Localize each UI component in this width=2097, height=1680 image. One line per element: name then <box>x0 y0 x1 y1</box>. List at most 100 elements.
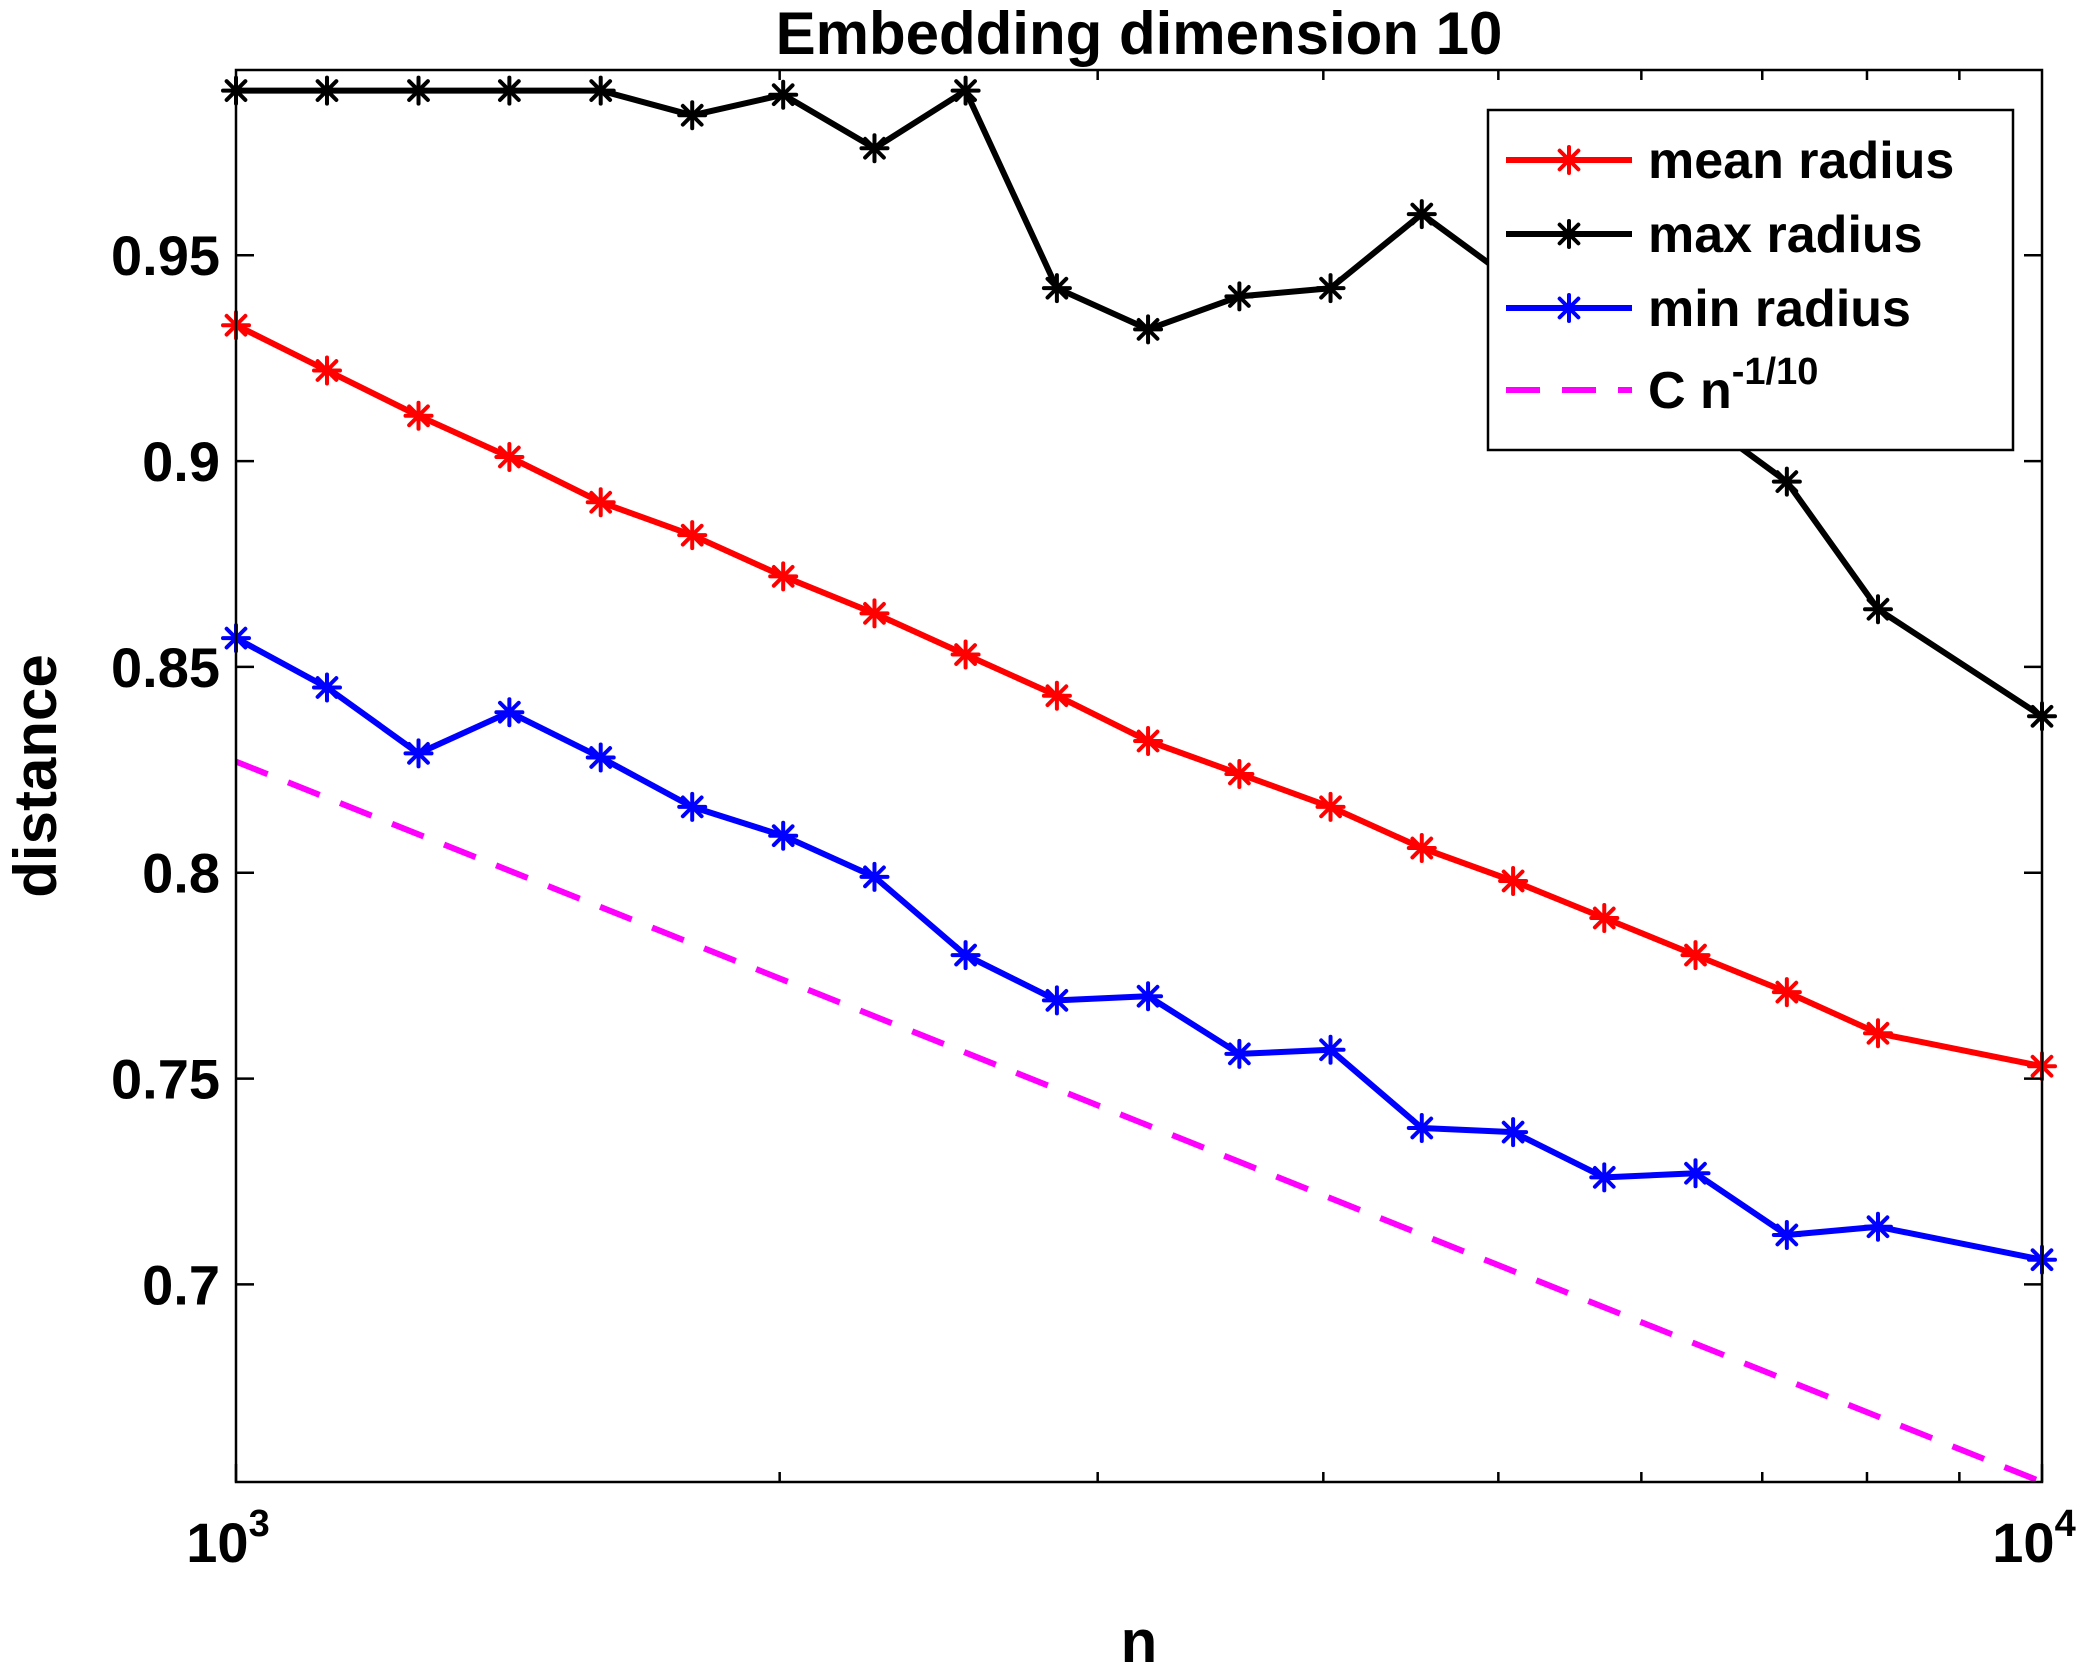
data-point <box>1589 1162 1620 1193</box>
marker-stroke <box>315 79 339 102</box>
legend-marker <box>1554 219 1584 249</box>
x-axis-label: n <box>1121 1608 1158 1675</box>
data-point <box>1589 903 1620 934</box>
data-point <box>859 133 890 164</box>
legend-label: C n-1/10 <box>1648 351 1818 420</box>
data-point <box>403 75 434 106</box>
marker-stroke <box>1684 1161 1707 1185</box>
data-point <box>1498 865 1529 896</box>
marker-stroke <box>1319 276 1342 300</box>
marker-stroke <box>1866 1215 1890 1239</box>
chart-title: Embedding dimension 10 <box>776 0 1503 67</box>
y-tick-label: 0.7 <box>142 1253 220 1316</box>
marker-stroke <box>1410 1116 1434 1140</box>
data-point <box>1133 981 1164 1012</box>
marker-stroke <box>680 523 704 547</box>
data-point <box>1406 833 1437 864</box>
legend-label: min radius <box>1648 280 1911 338</box>
marker-stroke <box>771 824 795 848</box>
marker-stroke <box>1319 1038 1342 1062</box>
y-tick-label: 0.75 <box>111 1048 220 1111</box>
series-line-3 <box>234 758 2044 1485</box>
marker-stroke <box>1045 988 1069 1012</box>
data-point <box>585 742 616 773</box>
marker-stroke <box>1501 1120 1525 1144</box>
marker-stroke <box>498 445 521 469</box>
data-point <box>859 861 890 892</box>
y-tick-label: 0.85 <box>111 636 220 699</box>
x-tick-exponent: 4 <box>2055 1503 2076 1545</box>
marker-stroke <box>1410 836 1434 860</box>
data-point <box>768 79 799 110</box>
data-point <box>1224 1038 1255 1069</box>
marker-stroke <box>1775 1223 1799 1247</box>
marker-stroke <box>1136 984 1160 1008</box>
marker-stroke <box>863 602 886 625</box>
marker-stroke <box>1866 597 1890 621</box>
legend-label-text: C n <box>1648 362 1732 420</box>
legend-label: max radius <box>1648 206 1923 264</box>
marker-stroke <box>407 741 430 765</box>
data-point <box>311 672 342 703</box>
data-point <box>494 75 525 106</box>
data-point <box>494 697 525 728</box>
marker-stroke <box>1592 1166 1616 1189</box>
data-point <box>1862 1018 1893 1049</box>
marker-stroke <box>1501 869 1525 893</box>
data-point <box>1041 680 1072 711</box>
data-point <box>1771 1220 1802 1251</box>
marker-stroke <box>407 404 430 428</box>
marker-stroke <box>954 79 977 102</box>
data-point <box>859 598 890 629</box>
data-point <box>677 100 708 131</box>
marker-stroke <box>1592 906 1616 930</box>
data-point <box>494 441 525 472</box>
x-axis: 103 104 <box>186 70 2076 1574</box>
marker-stroke <box>1684 943 1707 967</box>
data-point <box>950 75 981 106</box>
legend-marker <box>1554 145 1584 175</box>
y-tick-label: 0.9 <box>142 430 220 493</box>
marker-stroke <box>1775 470 1799 494</box>
marker-stroke <box>1866 1021 1890 1045</box>
series-line-0 <box>234 322 2043 1070</box>
marker-stroke <box>954 943 977 967</box>
marker-stroke <box>1557 296 1581 320</box>
series-line-2 <box>234 635 2043 1263</box>
marker-stroke <box>1410 202 1434 226</box>
legend-label-text: max radius <box>1648 206 1923 264</box>
marker-stroke <box>680 795 704 819</box>
y-tick-label: 0.8 <box>142 842 220 905</box>
marker-stroke <box>407 79 430 102</box>
marker-stroke <box>863 136 886 160</box>
marker-stroke <box>1136 317 1160 341</box>
data-point <box>677 520 708 551</box>
x-tick-base: 10 <box>1992 1511 2054 1574</box>
legend-label: mean radius <box>1648 132 1954 190</box>
data-point <box>1133 314 1164 345</box>
y-tick-label: 0.95 <box>111 224 220 287</box>
marker-stroke <box>1775 980 1799 1004</box>
series-markers <box>221 75 2057 1275</box>
data-point <box>1315 273 1346 304</box>
marker-stroke <box>771 564 795 588</box>
marker-stroke <box>589 490 613 514</box>
data-point <box>1224 758 1255 789</box>
marker-stroke <box>954 643 977 666</box>
data-point <box>311 75 342 106</box>
data-point <box>1315 791 1346 822</box>
axes-box <box>234 68 2044 1484</box>
marker-stroke <box>498 700 521 724</box>
data-point <box>1041 273 1072 304</box>
marker-stroke <box>315 359 339 382</box>
marker-stroke <box>498 79 521 102</box>
marker-stroke <box>1136 729 1160 753</box>
marker-stroke <box>1319 795 1342 819</box>
marker-stroke <box>1228 762 1251 786</box>
x-tick-exponent: 3 <box>249 1503 270 1545</box>
data-point <box>1771 466 1802 497</box>
data-point <box>1498 1117 1529 1148</box>
marker-stroke <box>1045 684 1069 708</box>
marker-stroke <box>1557 222 1581 246</box>
